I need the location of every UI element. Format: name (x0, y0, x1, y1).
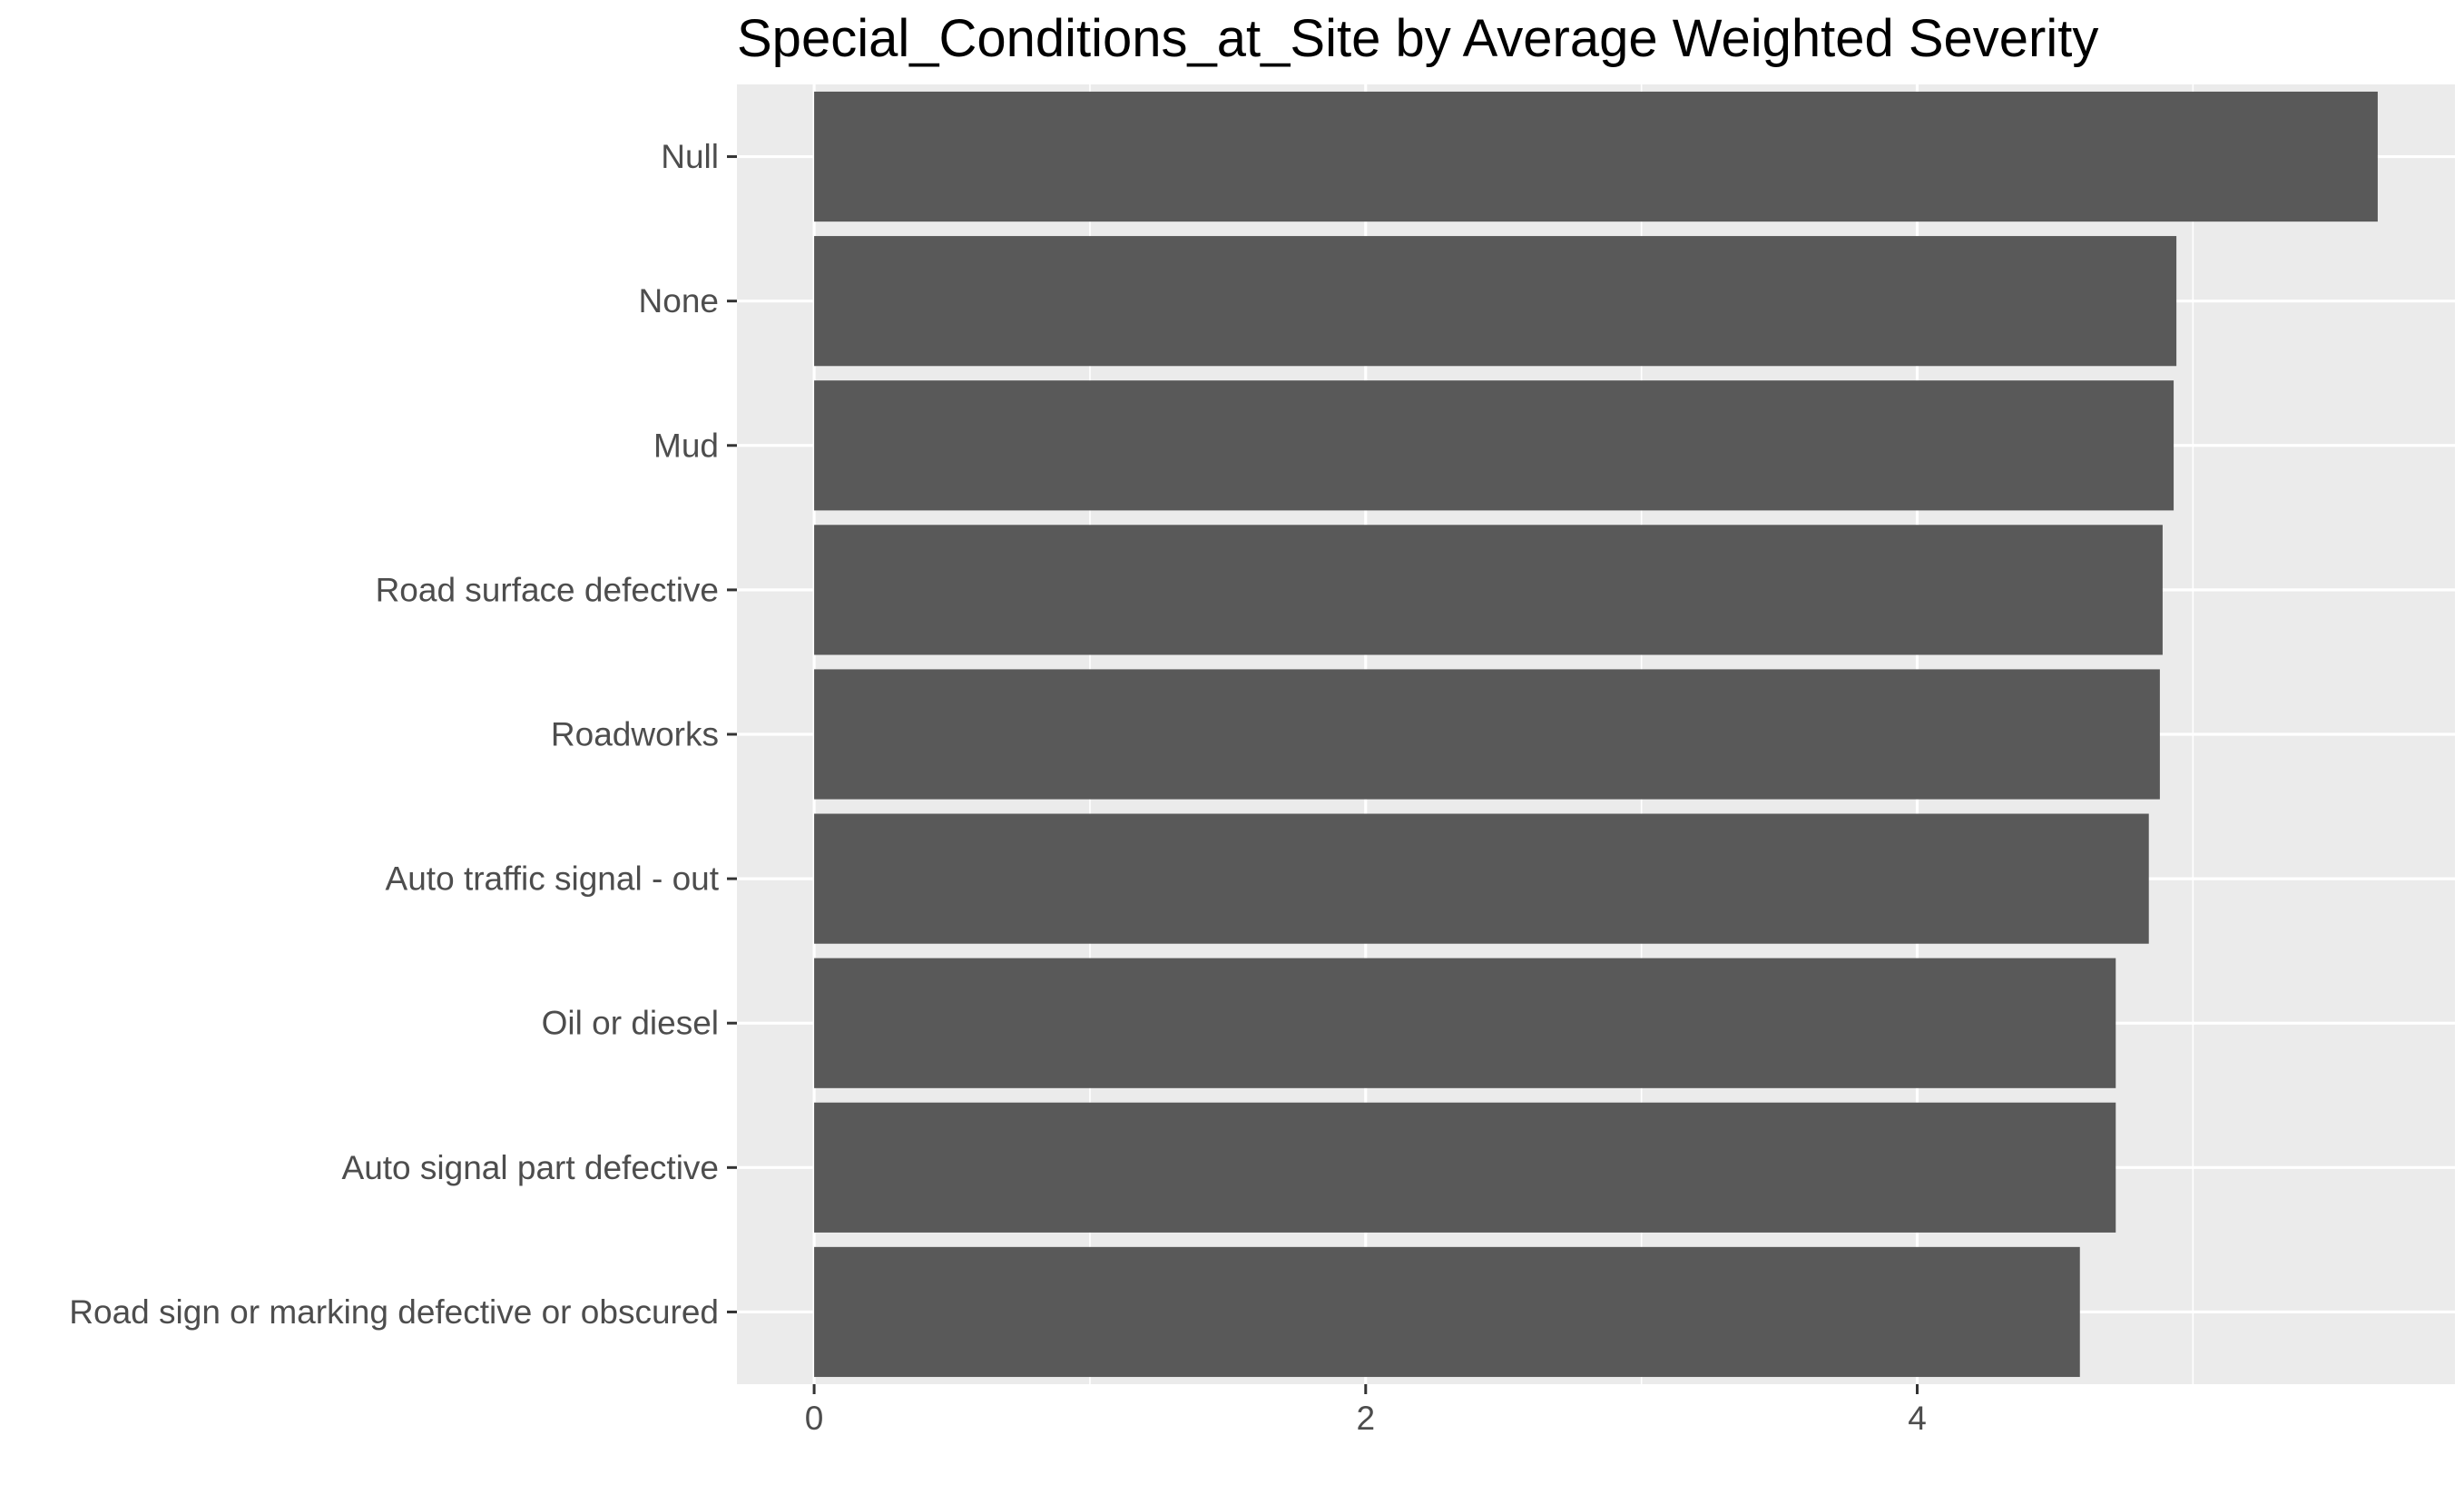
y-tick-label: Road surface defective (376, 571, 719, 608)
bars-layer (814, 91, 2378, 1378)
x-tick-label: 4 (1908, 1400, 1927, 1437)
y-tick-label: Oil or diesel (542, 1005, 719, 1042)
bar (814, 1102, 2116, 1233)
y-tick-label: None (639, 282, 719, 319)
bar (814, 380, 2174, 511)
y-tick-label: Roadworks (551, 716, 719, 753)
bar (814, 525, 2163, 655)
bar (814, 813, 2149, 944)
chart-title: Special_Conditions_at_Site by Average We… (737, 9, 2098, 68)
y-tick-label: Mud (653, 427, 719, 464)
y-tick-label: Null (661, 138, 719, 175)
bar (814, 1246, 2080, 1378)
y-tick-label: Road sign or marking defective or obscur… (69, 1293, 719, 1331)
y-tick-label: Auto signal part defective (342, 1149, 719, 1186)
x-axis: 0 2 4 (805, 1384, 1927, 1437)
bar (814, 669, 2160, 800)
bar (814, 91, 2378, 222)
y-axis: Null None Mud Road surface defective Roadwor… (69, 138, 737, 1331)
y-tick-label: Auto traffic signal - out (386, 860, 720, 898)
x-tick-label: 2 (1356, 1400, 1375, 1437)
bar (814, 958, 2116, 1088)
bar (814, 236, 2177, 367)
x-tick-label: 0 (805, 1400, 824, 1437)
